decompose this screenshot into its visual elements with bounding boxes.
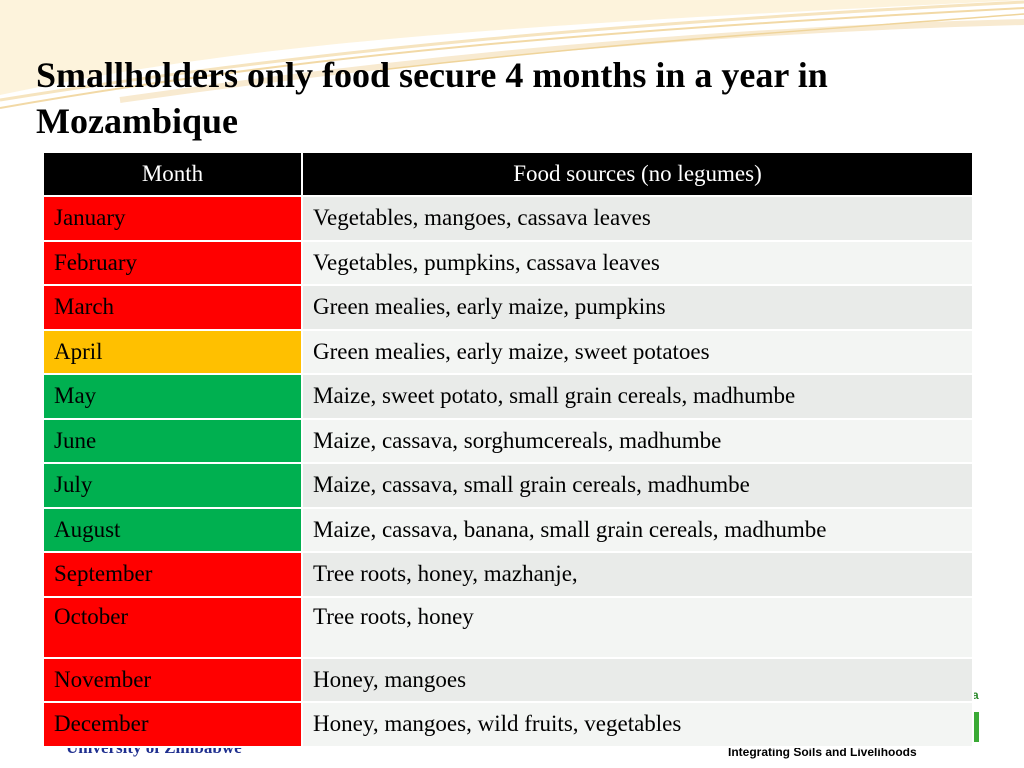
logo-fragment: a (972, 688, 979, 702)
table-row: February Vegetables, pumpkins, cassava l… (42, 239, 974, 286)
month-cell: March (42, 284, 303, 331)
month-cell: January (42, 195, 303, 242)
decorative-swoosh (0, 0, 1024, 109)
month-cell: June (42, 417, 303, 464)
footer-tagline: Integrating Soils and Livelihoods (728, 745, 917, 759)
table-row: July Maize, cassava, small grain cereals… (42, 462, 974, 509)
food-sources-cell: Maize, cassava, small grain cereals, mad… (301, 462, 974, 509)
table-row: April Green mealies, early maize, sweet … (42, 328, 974, 375)
food-sources-cell: Honey, mangoes (301, 656, 974, 703)
logo-mark-icon (972, 712, 979, 742)
header-food-sources: Food sources (no legumes) (301, 151, 974, 197)
food-sources-cell: Tree roots, honey (301, 595, 974, 659)
header-month: Month (42, 151, 303, 197)
food-sources-cell: Honey, mangoes, wild fruits, vegetables (301, 701, 974, 748)
month-cell: August (42, 506, 303, 553)
table-row: October Tree roots, honey (42, 595, 974, 659)
table-row: August Maize, cassava, banana, small gra… (42, 506, 974, 553)
food-sources-cell: Maize, cassava, banana, small grain cere… (301, 506, 974, 553)
table-row: September Tree roots, honey, mazhanje, (42, 551, 974, 598)
food-sources-cell: Green mealies, early maize, sweet potato… (301, 328, 974, 375)
table-row: May Maize, sweet potato, small grain cer… (42, 373, 974, 420)
table-row: March Green mealies, early maize, pumpki… (42, 284, 974, 331)
month-cell: November (42, 656, 303, 703)
food-sources-cell: Vegetables, mangoes, cassava leaves (301, 195, 974, 242)
month-cell: February (42, 239, 303, 286)
month-cell: April (42, 328, 303, 375)
table-header-row: Month Food sources (no legumes) (42, 151, 974, 197)
table-row: December Honey, mangoes, wild fruits, ve… (42, 701, 974, 748)
month-cell: September (42, 551, 303, 598)
table-row: January Vegetables, mangoes, cassava lea… (42, 195, 974, 242)
food-sources-cell: Maize, sweet potato, small grain cereals… (301, 373, 974, 420)
food-sources-cell: Maize, cassava, sorghumcereals, madhumbe (301, 417, 974, 464)
month-cell: October (42, 595, 303, 659)
month-cell: May (42, 373, 303, 420)
food-sources-table: Month Food sources (no legumes) January … (42, 151, 974, 748)
table-row: November Honey, mangoes (42, 656, 974, 703)
slide-title: Smallholders only food secure 4 months i… (36, 55, 828, 141)
month-cell: July (42, 462, 303, 509)
food-sources-cell: Tree roots, honey, mazhanje, (301, 551, 974, 598)
food-sources-cell: Green mealies, early maize, pumpkins (301, 284, 974, 331)
food-sources-cell: Vegetables, pumpkins, cassava leaves (301, 239, 974, 286)
month-cell: December (42, 701, 303, 748)
table-row: June Maize, cassava, sorghumcereals, mad… (42, 417, 974, 464)
